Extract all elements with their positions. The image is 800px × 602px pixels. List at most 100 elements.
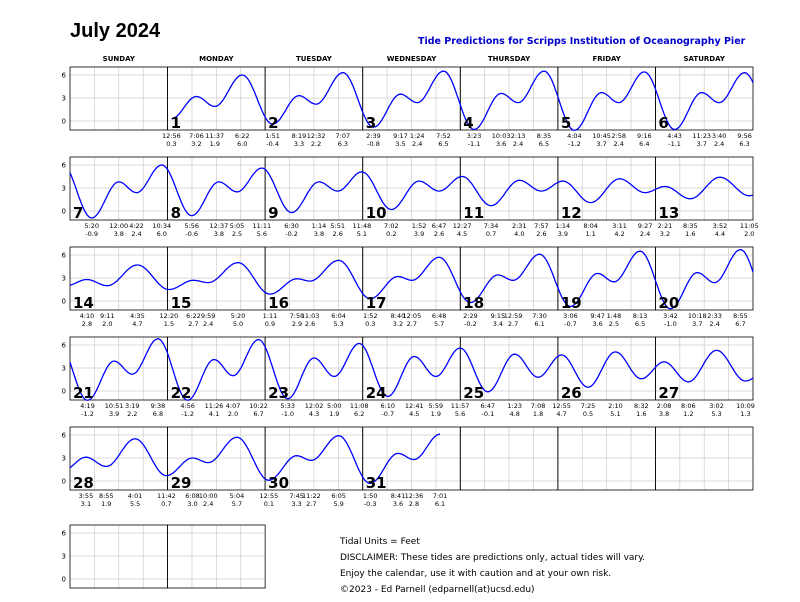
tide-time-label: 2:39 [366,132,381,140]
tide-height-label: 2.4 [709,320,719,328]
tide-time-label: 10:09 [736,402,755,410]
day-number: 25 [463,384,484,402]
tide-time-label: 4:10 [80,312,95,320]
tide-height-label: 4.2 [614,230,624,238]
tide-height-label: 2.4 [203,500,213,508]
day-number: 3 [366,114,376,132]
tide-height-label: 3.1 [81,500,91,508]
day-number: 20 [658,294,679,312]
tide-height-label: 3.9 [558,230,568,238]
tide-height-label: 4.1 [209,410,219,418]
tide-curve [69,338,754,401]
day-cell [167,524,266,589]
tide-height-label: 5.7 [434,320,444,328]
tide-height-label: 5.6 [455,410,465,418]
tide-time-label: 11:57 [451,402,470,410]
tide-time-label: 8:41 [391,492,406,500]
tide-height-label: 6.8 [153,410,163,418]
tide-height-label: 0.9 [265,320,275,328]
tide-time-label: 3:42 [663,312,678,320]
tide-time-label: 8:06 [681,402,696,410]
tide-curve [171,70,754,131]
y-tick-label: 6 [62,252,67,260]
tide-height-label: 2.8 [82,320,92,328]
tide-time-label: 5:04 [230,492,245,500]
tide-time-label: 6:22 [235,132,250,140]
day-number: 23 [268,384,289,402]
weekday-header: FRIDAY [592,55,621,63]
y-tick-label: 6 [62,72,67,80]
tide-height-label: 6.5 [539,140,549,148]
tide-height-label: 5.1 [357,230,367,238]
tide-time-label: 4:19 [80,402,95,410]
tide-height-label: -0.2 [464,320,477,328]
tide-height-label: -0.3 [364,500,377,508]
footer-copyright: ©2023 - Ed Parnell (edparnell(at)ucsd.ed… [340,585,535,595]
tide-time-label: 7:30 [532,312,547,320]
tide-time-label: 2:08 [657,402,672,410]
tide-height-label: -1.2 [181,410,194,418]
tide-height-label: 2.9 [292,320,302,328]
y-tick-label: 0 [62,478,66,486]
footer-disclaimer: DISCLAIMER: These tides are predictions … [340,553,646,563]
tide-time-label: 5:00 [327,402,342,410]
tide-height-label: 3.7 [596,140,606,148]
tide-time-label: 1:50 [363,492,378,500]
tide-height-label: 2.2 [127,410,137,418]
tide-height-label: 4.5 [409,410,419,418]
tide-height-label: 0.1 [264,500,274,508]
tide-time-label: 3:52 [713,222,728,230]
tide-time-label: 2:21 [658,222,673,230]
tide-time-label: 6:08 [185,492,200,500]
tide-height-label: 5.7 [232,500,242,508]
tide-time-label: 2:58 [611,132,626,140]
tide-time-label: 7:01 [433,492,448,500]
tide-time-label: 10:03 [492,132,511,140]
weekday-header: MONDAY [199,55,234,63]
tide-time-label: 3:02 [709,402,724,410]
tide-time-label: 8:40 [391,312,406,320]
tide-height-label: 1.9 [210,140,220,148]
tide-time-label: 10:22 [249,402,268,410]
tide-height-label: 2.4 [614,140,624,148]
tide-height-label: 1.9 [101,500,111,508]
tide-height-label: -0.2 [285,230,298,238]
tide-time-label: 8:13 [633,312,648,320]
tide-height-label: 3.6 [496,140,506,148]
day-number: 13 [658,204,679,222]
tide-time-label: 12:27 [453,222,472,230]
tide-height-label: 1.5 [164,320,174,328]
tide-height-label: 4.0 [514,230,524,238]
tide-height-label: 2.4 [640,230,650,238]
y-tick-label: 3 [62,553,66,561]
tide-height-label: -1.2 [81,410,94,418]
tide-height-label: 5.1 [610,410,620,418]
tide-height-label: 6.3 [338,140,348,148]
tide-height-label: 4.4 [715,230,725,238]
day-number: 30 [268,474,289,492]
tide-time-label: 6:30 [284,222,299,230]
tide-time-label: 6:05 [331,492,346,500]
tide-time-label: 11:37 [205,132,224,140]
y-tick-label: 3 [62,275,66,283]
day-number: 31 [366,474,387,492]
day-number: 15 [171,294,192,312]
tide-time-label: 6:10 [380,402,395,410]
tide-time-label: 7:02 [384,222,399,230]
tide-time-label: 1:24 [410,132,425,140]
tide-time-label: 8:55 [733,312,748,320]
tide-height-label: 0.7 [161,500,171,508]
tide-height-label: 2.0 [228,410,238,418]
tide-height-label: 2.8 [409,500,419,508]
tide-height-label: 3.3 [294,140,304,148]
footer-notes: Tidal Units = Feet DISCLAIMER: These tid… [340,534,645,598]
tide-height-label: 4.7 [132,320,142,328]
tide-height-label: 3.4 [493,320,503,328]
day-number: 14 [73,294,94,312]
tide-time-label: 4:35 [130,312,145,320]
tide-time-label: 3:19 [125,402,140,410]
tide-height-label: 0.3 [166,140,176,148]
tide-time-label: 11:23 [692,132,711,140]
tide-time-label: 5:33 [280,402,295,410]
y-tick-label: 3 [62,455,66,463]
